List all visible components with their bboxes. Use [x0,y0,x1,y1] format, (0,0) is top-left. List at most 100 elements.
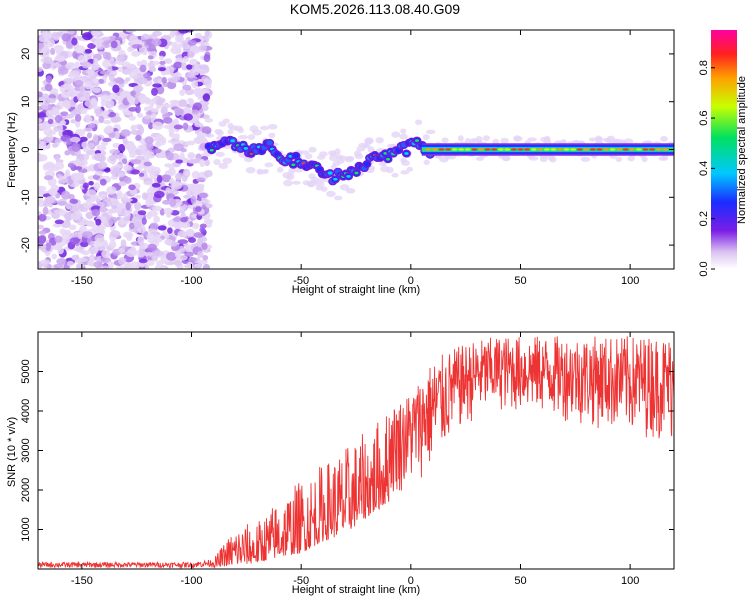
noise-blob [86,197,95,203]
noise-blob [100,257,112,264]
ridge-halo [259,125,270,131]
noise-blob [47,97,56,104]
noise-blob [118,181,127,187]
ridge-halo [391,131,401,138]
noise-blob [156,85,165,95]
ridge-halo [475,136,483,144]
ridge-hot [354,171,359,175]
noise-blob [42,206,49,216]
noise-blob [43,175,54,181]
noise-blob [99,215,108,225]
noise-blob [175,107,181,117]
tone-peak [563,148,570,151]
ridge-halo [464,138,472,145]
tone-peak [635,148,642,151]
noise-blob [147,55,154,60]
noise-blob [38,224,45,230]
x-tick-label: -100 [181,575,203,587]
ridge-halo [415,119,423,126]
noise-blob [61,33,72,42]
noise-blob [160,265,167,269]
noise-blob [84,49,93,54]
ridge-halo [356,146,366,152]
noise-blob [173,61,183,69]
tone-peak [524,148,531,151]
noise-blob [186,229,194,237]
ridge-halo [399,133,408,140]
noise-blob [137,225,146,234]
noise-blob [112,166,121,175]
noise-blob [114,130,120,140]
noise-blob [124,111,133,116]
noise-blob [152,83,162,88]
noise-blob [193,116,200,125]
noise-blob [123,164,132,171]
y-tick-label: 2000 [20,478,32,502]
noise-blob [38,66,43,72]
noise-blob [98,115,105,124]
x-tick-label: 100 [621,275,639,287]
noise-blob [95,218,102,226]
noise-blob [149,230,159,236]
noise-blob [148,44,156,52]
noise-blob [80,107,88,115]
noise-blob [67,73,78,79]
noise-blob [159,208,165,216]
y-tick-label: 10 [20,96,32,108]
noise-blob [105,197,112,203]
noise-blob [44,161,56,171]
noise-blob [159,55,165,60]
noise-blob [168,163,175,170]
noise-blob [108,92,118,102]
tone-peak [478,148,485,151]
noise-blob [162,117,173,124]
ridge-hot [333,177,338,181]
noise-blob [196,177,206,183]
noise-blob [38,42,44,49]
noise-blob [184,244,191,253]
noise-blob [64,150,71,156]
tone-peak [629,148,636,151]
y-tick-label: 20 [20,48,32,60]
ridge-halo [222,157,232,164]
tone-peak [642,148,649,151]
noise-blob [152,121,164,130]
noise-blob [145,198,152,208]
noise-blob [123,263,132,269]
ridge-halo [354,153,364,160]
noise-blob [109,148,120,155]
ridge-halo [540,136,550,143]
noise-blob [143,161,152,167]
noise-blob [197,259,208,265]
x-tick-label: -50 [293,275,309,287]
noise-blob [103,126,114,134]
noise-blob [195,205,202,213]
noise-blob [161,173,172,183]
noise-blob [98,193,107,200]
noise-blob [144,136,155,145]
noise-blob [101,249,111,259]
ridge-hot [386,157,391,161]
noise-blob [93,108,104,115]
noise-blob [192,257,198,262]
noise-blob [117,152,125,161]
tone-peak [497,148,504,151]
noise-blob [98,78,104,84]
noise-blob [56,31,64,37]
tone-peak [662,148,669,151]
noise-blob [164,238,173,246]
noise-blob [43,201,50,207]
noise-blob [202,263,210,269]
noise-blob [167,227,173,234]
noise-blob [52,143,59,148]
noise-blob [110,60,116,67]
noise-blob [97,223,107,231]
ridge-halo [215,151,225,157]
noise-blob [153,215,161,223]
noise-blob [180,217,188,223]
noise-blob [45,195,56,204]
noise-blob [179,89,185,97]
noise-blob [81,141,88,149]
noise-blob [186,64,193,70]
noise-blob [141,192,148,200]
